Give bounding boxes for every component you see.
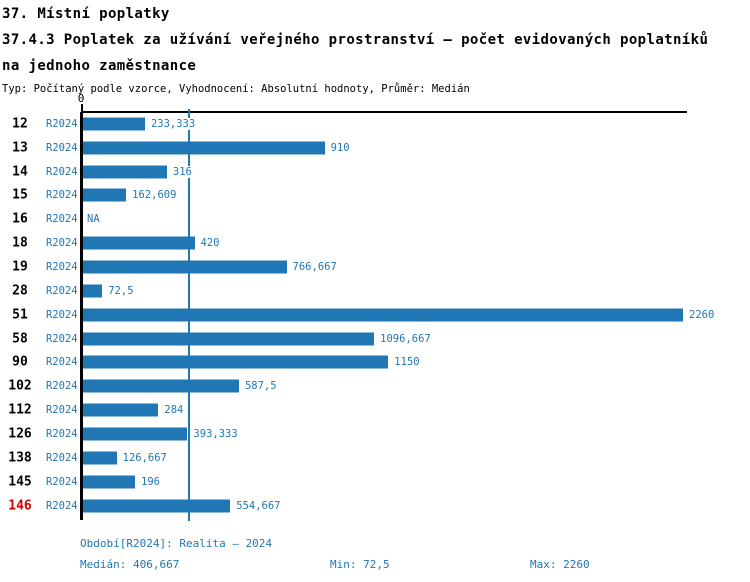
x-axis-zero-tick bbox=[80, 104, 83, 112]
row-series-label: R2024 bbox=[46, 189, 78, 202]
bar bbox=[83, 403, 159, 417]
bar bbox=[83, 451, 117, 465]
row-id-label: 12 bbox=[12, 116, 28, 132]
bar-value-label: 162,609 bbox=[131, 189, 178, 202]
bar-value-label: 1096,667 bbox=[379, 332, 432, 345]
row-series-label: R2024 bbox=[46, 141, 78, 154]
row-series-label: R2024 bbox=[46, 356, 78, 369]
chart-row: 51 R2024 2260 bbox=[0, 303, 750, 327]
bar bbox=[83, 332, 375, 346]
footer-max: Max: 2260 bbox=[530, 558, 590, 571]
row-id-label: 145 bbox=[8, 474, 32, 490]
row-id-label: 146 bbox=[8, 498, 32, 514]
row-id-label: 112 bbox=[8, 402, 32, 418]
bar bbox=[83, 499, 231, 513]
chart-row: 112 R2024 284 bbox=[0, 398, 750, 422]
row-series-label: R2024 bbox=[46, 237, 78, 250]
chart-row: 146 R2024 554,667 bbox=[0, 494, 750, 518]
x-axis-zero-tick-label: 0 bbox=[77, 92, 85, 105]
chart-row: 28 R2024 72,5 bbox=[0, 279, 750, 303]
row-series-label: R2024 bbox=[46, 308, 78, 321]
indicator-title-line-2: na jednoho zaměstnance bbox=[2, 58, 197, 74]
row-id-label: 14 bbox=[12, 164, 28, 180]
footer-period: Období[R2024]: Realita – 2024 bbox=[80, 537, 273, 550]
row-series-label: R2024 bbox=[46, 261, 78, 274]
indicator-meta: Typ: Počítaný podle vzorce, Vyhodnocení:… bbox=[2, 83, 470, 95]
chart-row: 90 R2024 1150 bbox=[0, 351, 750, 375]
bar-value-label: 766,667 bbox=[291, 261, 338, 274]
row-series-label: R2024 bbox=[46, 499, 78, 512]
row-id-label: 51 bbox=[12, 307, 28, 323]
row-id-label: 58 bbox=[12, 331, 28, 347]
bar-value-label: 910 bbox=[329, 141, 351, 154]
row-series-label: R2024 bbox=[46, 117, 78, 130]
row-id-label: 138 bbox=[8, 450, 32, 466]
bar bbox=[83, 284, 103, 298]
bar bbox=[83, 427, 188, 441]
row-series-label: R2024 bbox=[46, 332, 78, 345]
footer-median: Medián: 406,667 bbox=[80, 558, 180, 571]
x-axis-line bbox=[81, 111, 687, 113]
row-series-label: R2024 bbox=[46, 451, 78, 464]
bar-value-label: 1150 bbox=[393, 356, 421, 369]
row-id-label: 16 bbox=[12, 211, 28, 227]
bar bbox=[83, 308, 683, 322]
bar-value-label: 233,333 bbox=[149, 117, 197, 130]
bar bbox=[83, 117, 145, 131]
row-series-label: R2024 bbox=[46, 213, 78, 226]
bar bbox=[83, 260, 287, 274]
bar-value-label: 284 bbox=[163, 404, 185, 417]
bar bbox=[83, 188, 127, 202]
bar bbox=[83, 141, 325, 155]
chart-row: 145 R2024 196 bbox=[0, 470, 750, 494]
bar bbox=[83, 379, 239, 393]
bar-value-label: 72,5 bbox=[107, 284, 135, 297]
row-series-label: R2024 bbox=[46, 427, 78, 440]
row-id-label: 15 bbox=[12, 187, 28, 203]
bar-value-label: NA bbox=[86, 213, 101, 226]
row-series-label: R2024 bbox=[46, 284, 78, 297]
bar-value-label: 554,667 bbox=[235, 499, 282, 512]
row-id-label: 19 bbox=[12, 259, 28, 275]
chart-row: 126 R2024 393,333 bbox=[0, 422, 750, 446]
chart-row: 15 R2024 162,609 bbox=[0, 184, 750, 208]
bar-value-label: 126,667 bbox=[121, 451, 168, 464]
chart-row: 58 R2024 1096,667 bbox=[0, 327, 750, 351]
bar bbox=[83, 475, 136, 489]
chart-row: 13 R2024 910 bbox=[0, 136, 750, 160]
chart-row: 12 R2024 233,333 bbox=[0, 112, 750, 136]
report-section-title: 37. Místní poplatky bbox=[2, 6, 170, 22]
row-id-label: 102 bbox=[8, 378, 32, 394]
row-id-label: 18 bbox=[12, 235, 28, 251]
row-series-label: R2024 bbox=[46, 475, 78, 488]
bar-value-label: 196 bbox=[140, 475, 161, 488]
row-id-label: 13 bbox=[12, 140, 28, 156]
y-axis-line bbox=[80, 112, 83, 520]
bar-value-label: 2260 bbox=[688, 308, 716, 321]
row-id-label: 126 bbox=[8, 426, 32, 442]
bar-value-label: 587,5 bbox=[243, 380, 278, 393]
chart-header: 37. Místní poplatky 37.4.3 Poplatek za u… bbox=[2, 1, 708, 96]
footer-min: Min: 72,5 bbox=[330, 558, 390, 571]
chart-row: 138 R2024 126,667 bbox=[0, 446, 750, 470]
bar bbox=[83, 165, 167, 179]
row-id-label: 90 bbox=[12, 354, 28, 370]
indicator-title-line-1: 37.4.3 Poplatek za užívání veřejného pro… bbox=[2, 32, 709, 48]
chart-row: 14 R2024 316 bbox=[0, 160, 750, 184]
bar-value-label: 420 bbox=[199, 237, 221, 250]
bar-value-label: 316 bbox=[171, 165, 193, 178]
bar-value-label: 393,333 bbox=[192, 427, 239, 440]
bar bbox=[83, 355, 389, 369]
chart-row: 16 R2024 NA bbox=[0, 207, 750, 231]
row-id-label: 28 bbox=[12, 283, 28, 299]
bar bbox=[83, 236, 195, 250]
row-series-label: R2024 bbox=[46, 380, 78, 393]
chart-row: 18 R2024 420 bbox=[0, 231, 750, 255]
row-series-label: R2024 bbox=[46, 404, 78, 417]
chart-row: 19 R2024 766,667 bbox=[0, 255, 750, 279]
chart-row: 102 R2024 587,5 bbox=[0, 374, 750, 398]
row-series-label: R2024 bbox=[46, 165, 78, 178]
